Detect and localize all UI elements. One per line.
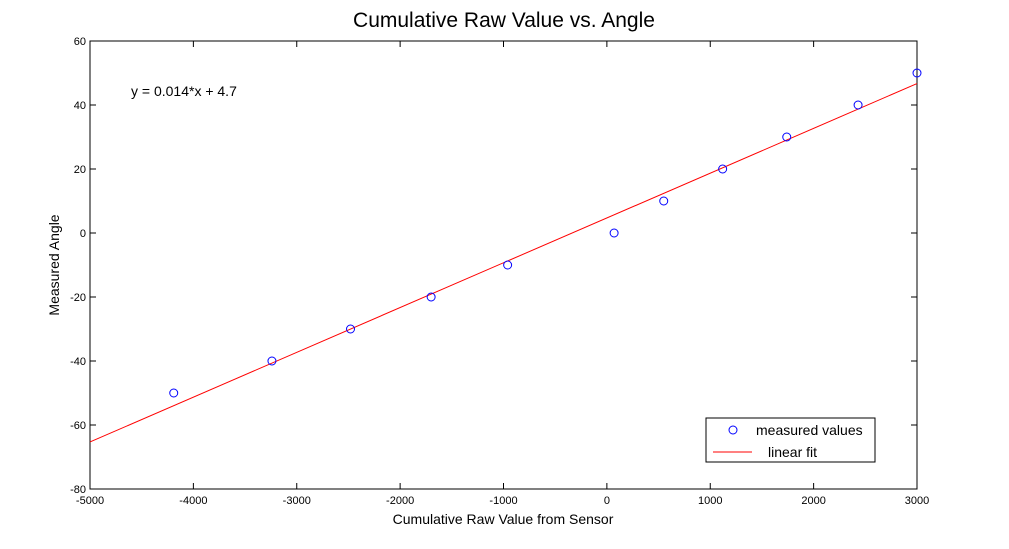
y-tick-label: 0	[80, 228, 86, 240]
data-point	[718, 164, 728, 174]
data-point	[912, 68, 922, 78]
y-tick-label: 40	[74, 100, 86, 112]
axis-ticks	[89, 40, 918, 490]
chart-title: Cumulative Raw Value vs. Angle	[353, 9, 655, 32]
x-tick-label: -3000	[283, 495, 311, 507]
x-tick-label: 3000	[905, 495, 929, 507]
x-axis-label: Cumulative Raw Value from Sensor	[393, 511, 614, 527]
x-tick-label: -1000	[489, 495, 517, 507]
data-point	[426, 292, 436, 302]
data-point	[346, 324, 356, 334]
x-tick-labels: -5000 -4000 -3000 -2000 -1000 0 1000 2000 3000	[76, 495, 929, 507]
data-point	[169, 388, 179, 398]
data-point	[853, 100, 863, 110]
legend-label-measured-values: measured values	[756, 422, 863, 438]
data-point	[503, 260, 513, 270]
x-tick-label: -5000	[76, 495, 104, 507]
y-tick-label: -40	[70, 356, 86, 368]
y-tick-label: 20	[74, 164, 86, 176]
y-tick-label: 60	[74, 36, 86, 48]
legend: measured values linear fit	[705, 417, 876, 463]
legend-marker-measured-values	[728, 425, 738, 435]
x-tick-label: 0	[604, 495, 610, 507]
x-tick-label: 2000	[801, 495, 825, 507]
y-tick-label: -60	[70, 420, 86, 432]
fit-equation-annotation: y = 0.014*x + 4.7	[131, 83, 237, 99]
y-tick-label: -80	[70, 484, 86, 496]
data-point	[659, 196, 669, 206]
data-point	[267, 356, 277, 366]
x-tick-label: -4000	[179, 495, 207, 507]
series-line-linear-fit	[89, 83, 918, 443]
legend-label-linear-fit: linear fit	[768, 444, 817, 460]
y-tick-label: -20	[70, 292, 86, 304]
x-tick-label: -2000	[386, 495, 414, 507]
y-axis-label: Measured Angle	[46, 214, 62, 315]
legend-box	[705, 417, 876, 463]
data-series	[89, 68, 922, 443]
data-point	[609, 228, 619, 238]
data-point	[782, 132, 792, 142]
x-tick-label: 1000	[698, 495, 722, 507]
y-tick-labels: -80 -60 -40 -20 0 20 40 60	[70, 36, 86, 496]
